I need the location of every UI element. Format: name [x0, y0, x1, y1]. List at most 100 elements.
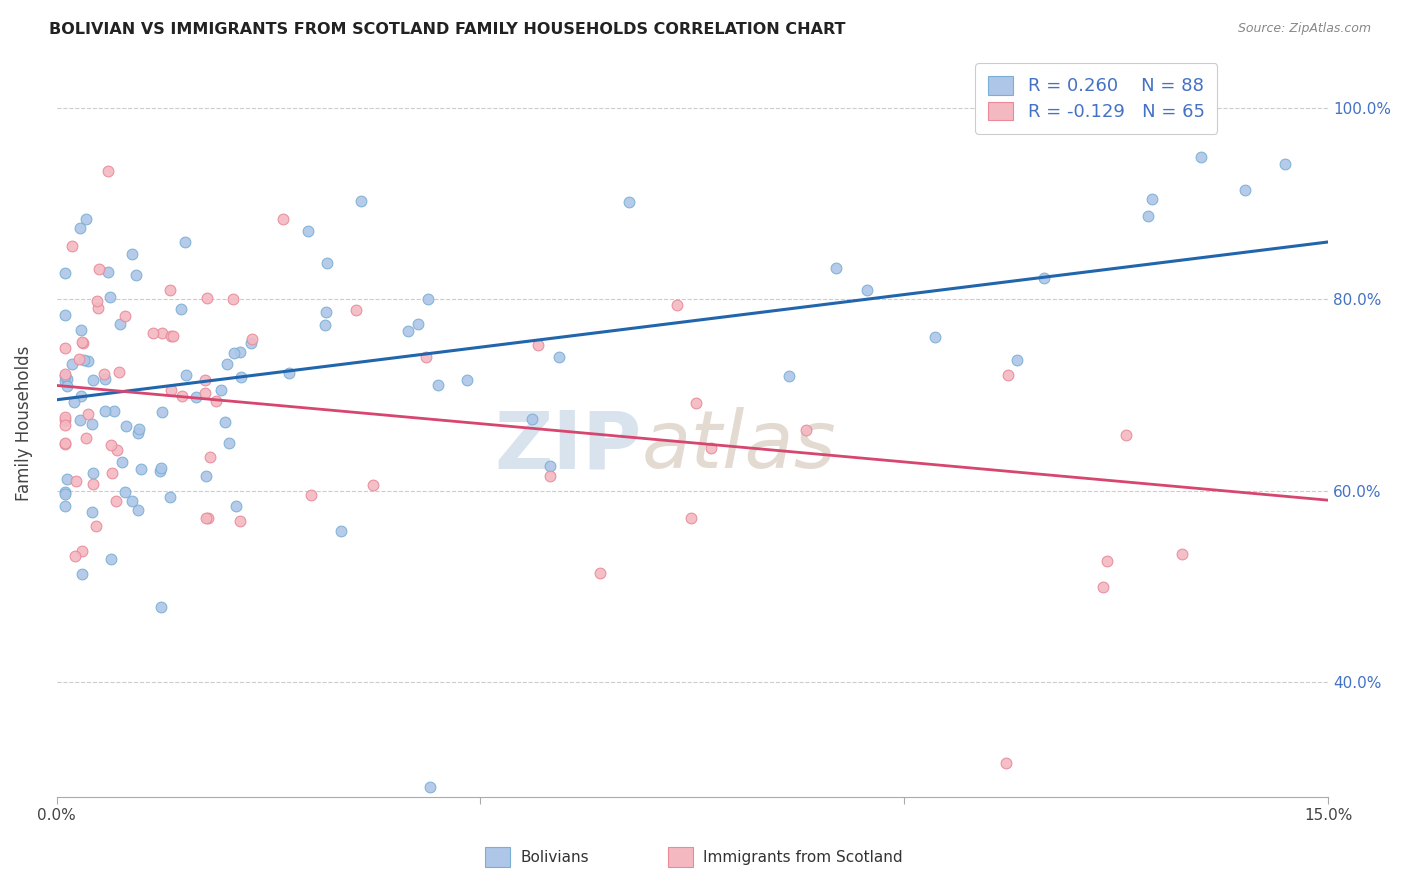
- Point: [76, 354, 98, 368]
- Point: [128, 422, 150, 436]
- Point: [186, 390, 208, 404]
- Point: [1274, 157, 1296, 171]
- Point: [995, 756, 1018, 771]
- Point: [53, 417, 76, 432]
- Point: [1005, 353, 1028, 368]
- Point: [160, 329, 183, 343]
- Point: [778, 368, 800, 383]
- Point: [111, 455, 134, 469]
- Point: [419, 780, 441, 794]
- Point: [1032, 270, 1054, 285]
- Point: [415, 351, 437, 365]
- Point: [72, 336, 94, 351]
- Point: [240, 333, 263, 347]
- Point: [361, 478, 384, 492]
- Point: [229, 344, 252, 359]
- Point: [150, 326, 173, 340]
- Point: [214, 415, 236, 429]
- Point: [69, 413, 91, 427]
- Point: [205, 393, 228, 408]
- Point: [110, 317, 132, 331]
- Point: [1136, 210, 1159, 224]
- Point: [174, 368, 197, 382]
- Point: [700, 441, 723, 455]
- Point: [82, 372, 104, 386]
- Text: Immigrants from Scotland: Immigrants from Scotland: [703, 850, 903, 864]
- Text: Bolivians: Bolivians: [520, 850, 589, 864]
- Point: [416, 292, 439, 306]
- Point: [617, 195, 640, 210]
- Point: [82, 467, 104, 481]
- Point: [149, 464, 172, 478]
- Legend: R = 0.260    N = 88, R = -0.129   N = 65: R = 0.260 N = 88, R = -0.129 N = 65: [976, 63, 1218, 134]
- Point: [194, 373, 217, 387]
- Point: [406, 318, 429, 332]
- Point: [350, 194, 373, 209]
- Point: [315, 318, 337, 332]
- Point: [1091, 580, 1114, 594]
- Point: [315, 305, 337, 319]
- Point: [149, 461, 172, 475]
- Point: [1234, 183, 1257, 197]
- Point: [55, 379, 77, 393]
- Point: [855, 283, 877, 297]
- Point: [65, 474, 87, 488]
- Point: [222, 292, 245, 306]
- Point: [67, 352, 90, 367]
- Point: [127, 503, 149, 517]
- Point: [62, 357, 84, 371]
- Point: [80, 505, 103, 519]
- Point: [159, 490, 181, 504]
- Point: [194, 386, 217, 401]
- Point: [271, 211, 294, 226]
- Point: [150, 405, 173, 419]
- Point: [149, 599, 172, 614]
- Y-axis label: Family Households: Family Households: [15, 346, 32, 501]
- Point: [170, 389, 193, 403]
- Point: [1171, 547, 1194, 561]
- Point: [97, 163, 120, 178]
- Point: [70, 323, 93, 337]
- Point: [520, 412, 543, 426]
- Point: [53, 266, 76, 280]
- Point: [125, 268, 148, 282]
- Point: [69, 221, 91, 235]
- Point: [1095, 553, 1118, 567]
- Point: [108, 365, 131, 379]
- Point: [173, 235, 195, 250]
- Point: [53, 499, 76, 513]
- Point: [53, 413, 76, 427]
- Point: [94, 372, 117, 386]
- Point: [87, 301, 110, 316]
- Point: [53, 367, 76, 381]
- Text: ZIP: ZIP: [495, 407, 641, 485]
- Text: BOLIVIAN VS IMMIGRANTS FROM SCOTLAND FAMILY HOUSEHOLDS CORRELATION CHART: BOLIVIAN VS IMMIGRANTS FROM SCOTLAND FAM…: [49, 22, 846, 37]
- Point: [299, 488, 322, 502]
- Point: [53, 374, 76, 388]
- Point: [104, 493, 127, 508]
- Point: [209, 383, 232, 397]
- Point: [53, 437, 76, 451]
- Point: [239, 336, 262, 351]
- Point: [547, 350, 569, 364]
- Point: [121, 494, 143, 508]
- Point: [127, 425, 149, 440]
- Point: [53, 410, 76, 425]
- Point: [60, 239, 83, 253]
- Point: [72, 544, 94, 558]
- Point: [56, 472, 79, 486]
- Point: [225, 499, 247, 513]
- Point: [685, 396, 707, 410]
- Point: [588, 566, 610, 580]
- Point: [224, 346, 246, 360]
- Point: [456, 373, 478, 387]
- Point: [679, 510, 702, 524]
- Point: [1140, 192, 1163, 206]
- Point: [75, 212, 97, 227]
- Point: [70, 566, 93, 581]
- Point: [195, 511, 218, 525]
- Point: [666, 298, 689, 312]
- Point: [997, 368, 1019, 382]
- Point: [105, 442, 128, 457]
- Point: [538, 468, 561, 483]
